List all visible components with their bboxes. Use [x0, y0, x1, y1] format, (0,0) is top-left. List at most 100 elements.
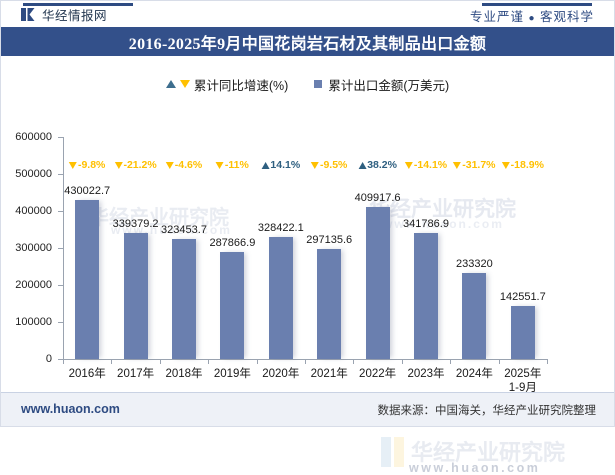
y-axis-tick-label: 600000	[15, 131, 52, 143]
accent-bar-left	[23, 3, 133, 6]
bar-value-label: 430022.7	[64, 184, 111, 197]
legend-label-amount: 累计出口金额(万美元)	[328, 78, 450, 93]
x-axis-tick	[63, 359, 64, 364]
bar-value-label: 409917.6	[354, 192, 401, 205]
y-axis-tick-label: 500000	[15, 168, 52, 180]
triangle-down-icon	[179, 80, 190, 88]
y-axis-tick-label: 200000	[15, 279, 52, 291]
legend-item-amount[interactable]: 累计出口金额(万美元)	[314, 75, 449, 94]
growth-rate-value: -9.5%	[319, 159, 348, 171]
bar-value-label: 287866.9	[209, 237, 256, 250]
x-axis-tick	[208, 359, 210, 364]
growth-rate-label: -9.5%	[310, 159, 348, 171]
growth-rate-value: 14.1%	[270, 159, 301, 171]
x-axis-tick	[353, 359, 355, 364]
x-axis-category-main: 2023年	[407, 368, 445, 380]
watermark-name-4: 华经产业研究院	[411, 440, 566, 465]
x-axis-category-main: 2025年	[504, 368, 542, 380]
watermark-name-1: 华经产业研究院	[89, 207, 229, 229]
bar[interactable]	[414, 232, 438, 359]
bar-value-label: 323453.7	[161, 224, 207, 237]
bar[interactable]	[123, 233, 148, 359]
slogan-separator-dot: ●	[528, 13, 536, 24]
y-axis-tick	[58, 359, 63, 360]
growth-rate-value: -18.9%	[510, 159, 544, 171]
x-axis-tick	[159, 359, 161, 364]
watermark-logo-icon	[381, 437, 407, 467]
bar[interactable]	[462, 272, 487, 359]
bar[interactable]	[268, 237, 293, 359]
x-axis-category-label: 2023年	[407, 367, 444, 381]
y-axis-tick	[58, 211, 63, 212]
bar-value-label: 233320	[456, 257, 493, 270]
legend-item-growth[interactable]: 累计同比增速(%)	[165, 75, 289, 94]
bar[interactable]	[172, 239, 196, 359]
growth-down-triangle-icon	[404, 161, 413, 169]
x-axis-category-main: 2018年	[165, 368, 203, 380]
x-axis-category-label: 2017年	[117, 367, 154, 381]
brand-name: 华经情报网	[42, 9, 108, 23]
bar[interactable]	[510, 306, 535, 359]
x-axis-category-main: 2020年	[262, 368, 300, 380]
x-axis-tick	[450, 359, 452, 364]
growth-rate-label: -18.9%	[501, 159, 544, 171]
y-axis-tick	[58, 174, 63, 175]
growth-rate-label: -31.7%	[453, 159, 496, 171]
bar[interactable]	[75, 199, 100, 359]
accent-bar-right	[482, 3, 592, 6]
growth-down-triangle-icon	[501, 161, 510, 169]
x-axis-tick	[547, 359, 548, 364]
brand[interactable]: 华经情报网	[21, 5, 107, 24]
x-axis-category-main: 2017年	[117, 368, 155, 380]
growth-down-triangle-icon	[68, 161, 77, 169]
x-axis-tick	[498, 359, 500, 364]
bar[interactable]	[220, 252, 245, 359]
x-axis-category-main: 2022年	[359, 368, 397, 380]
growth-up-triangle-icon	[261, 161, 270, 169]
watermark-site-3: www.huaon.com	[409, 461, 541, 475]
x-axis-category-label: 2018年	[165, 367, 202, 381]
x-axis-tick	[305, 359, 306, 364]
x-axis-category-main: 2019年	[213, 368, 251, 380]
bar[interactable]	[365, 207, 390, 359]
growth-rate-value: -31.7%	[462, 159, 496, 171]
y-axis-tick	[58, 322, 63, 323]
legend-label-growth: 累计同比增速(%)	[193, 78, 289, 93]
bar[interactable]	[317, 249, 342, 359]
x-axis-tick	[111, 359, 113, 364]
y-axis-tick-label: 400000	[15, 205, 52, 217]
y-axis-tick	[58, 137, 63, 138]
y-axis-line	[63, 137, 64, 360]
x-axis-category-sub: 1-9月	[508, 382, 537, 394]
growth-rate-label: -11%	[215, 159, 249, 171]
bar-value-label: 142551.7	[499, 291, 546, 304]
x-axis-category-label: 2025年 1-9月	[504, 367, 541, 395]
site-header: 华经情报网 专业严谨 ● 客观科学	[1, 1, 614, 28]
growth-rate-value: -11%	[224, 159, 249, 171]
slogan-left: 专业严谨	[469, 10, 524, 24]
site-slogan: 专业严谨 ● 客观科学	[470, 6, 594, 25]
y-axis-tick-label: 300000	[15, 242, 52, 254]
footer-data-source: 数据来源：中国海关，华经产业研究院整理	[377, 405, 597, 417]
x-axis-category-label: 2019年	[214, 367, 251, 381]
growth-rate-label: -9.8%	[68, 159, 106, 171]
growth-down-triangle-icon	[310, 161, 319, 169]
growth-rate-value: -14.1%	[413, 159, 448, 171]
chart-legend: 累计同比增速(%) 累计出口金额(万美元)	[1, 73, 614, 95]
triangle-up-icon	[165, 80, 176, 88]
growth-rate-value: -4.6%	[174, 159, 203, 171]
chart-title-bar: 2016-2025年9月中国花岗岩石材及其制品出口金额	[1, 27, 614, 56]
chart-canvas: 华经产业研究院 www.huaon.com 华经产业研究院 www.huaon.…	[1, 97, 614, 475]
footer-website[interactable]: www.huaon.com	[21, 402, 120, 416]
x-axis-category-label: 2020年	[262, 367, 299, 381]
growth-down-triangle-icon	[215, 161, 224, 169]
slogan-right: 客观科学	[539, 10, 594, 24]
growth-rate-label: 14.1%	[261, 159, 300, 171]
x-axis-tick	[401, 359, 403, 364]
growth-rate-value: -9.8%	[77, 159, 106, 171]
y-axis-tick-label: 100000	[15, 316, 52, 328]
growth-rate-label: -14.1%	[404, 159, 448, 171]
x-axis-category-main: 2016年	[68, 368, 106, 380]
growth-rate-label: 38.2%	[358, 159, 397, 171]
